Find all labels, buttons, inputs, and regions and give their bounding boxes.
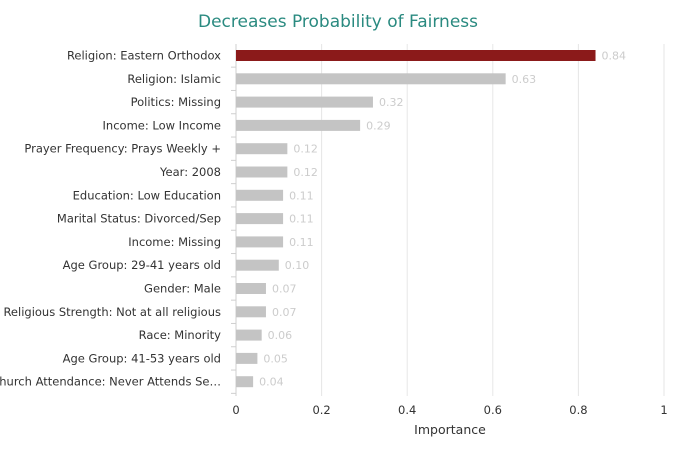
data-label: 0.11 — [289, 189, 314, 202]
category-label: Age Group: 29-41 years old — [63, 258, 221, 272]
x-axis-label: Importance — [414, 422, 486, 437]
bar[interactable] — [236, 96, 373, 108]
data-label: 0.12 — [293, 166, 318, 179]
bar[interactable] — [236, 376, 254, 388]
bar[interactable] — [236, 283, 266, 294]
data-label: 0.12 — [293, 143, 318, 156]
data-label: 0.32 — [379, 96, 404, 109]
bar[interactable] — [236, 213, 284, 225]
category-label: Income: Low Income — [103, 118, 221, 132]
data-labels: 0.84 0.63 0.32 0.29 0.12 0.12 0.11 0.11 0.11 0.10… — [259, 50, 626, 389]
category-labels: Religion: Eastern Orthodox Religion: Isla… — [0, 49, 221, 389]
data-label: 0.11 — [289, 213, 314, 226]
x-tick-labels: 0 0.2 0.4 0.6 0.8 1 — [232, 403, 667, 417]
data-label: 0.29 — [366, 119, 391, 132]
data-label: 0.10 — [285, 259, 310, 272]
category-label: Marital Status: Divorced/Sep — [57, 212, 221, 226]
category-label: Education: Low Education — [73, 188, 221, 202]
bar[interactable] — [236, 329, 262, 341]
x-tick-label: 1 — [660, 403, 667, 417]
category-label: Church Attendance: Never Attends Se… — [0, 375, 221, 389]
category-label: Gender: Male — [144, 282, 221, 296]
category-label: Politics: Missing — [131, 95, 221, 109]
x-tick-label: 0.6 — [484, 403, 502, 417]
data-label: 0.05 — [263, 352, 288, 365]
bar[interactable] — [236, 119, 361, 131]
data-label: 0.84 — [602, 50, 627, 63]
bar[interactable] — [236, 352, 258, 364]
bar[interactable] — [236, 189, 284, 201]
category-label: Year: 2008 — [159, 165, 221, 179]
bar[interactable] — [236, 166, 288, 178]
data-label: 0.11 — [289, 236, 314, 249]
bar[interactable] — [236, 306, 266, 318]
x-tick-label: 0 — [232, 403, 239, 417]
data-label: 0.07 — [272, 306, 297, 319]
bar[interactable] — [236, 143, 288, 155]
bar-group — [236, 50, 596, 388]
bar[interactable] — [236, 50, 596, 61]
x-tick-label: 0.8 — [569, 403, 587, 417]
bar[interactable] — [236, 259, 279, 271]
category-label: Religion: Eastern Orthodox — [67, 49, 221, 63]
category-label: Race: Minority — [139, 328, 222, 342]
category-label: Religion: Islamic — [127, 72, 221, 86]
category-label: Income: Missing — [128, 235, 221, 249]
data-label: 0.07 — [272, 283, 297, 296]
chart-title: Decreases Probability of Fairness — [198, 12, 478, 32]
x-tick-label: 0.4 — [398, 403, 416, 417]
data-label: 0.04 — [259, 376, 284, 389]
data-label: 0.06 — [268, 329, 293, 342]
bar[interactable] — [236, 236, 284, 248]
category-label: Prayer Frequency: Prays Weekly + — [24, 142, 221, 156]
category-label: Age Group: 41-53 years old — [63, 351, 221, 365]
x-tick-label: 0.2 — [312, 403, 330, 417]
bar[interactable] — [236, 73, 506, 85]
category-label: Religious Strength: Not at all religious — [3, 305, 221, 319]
data-label: 0.63 — [512, 73, 537, 86]
